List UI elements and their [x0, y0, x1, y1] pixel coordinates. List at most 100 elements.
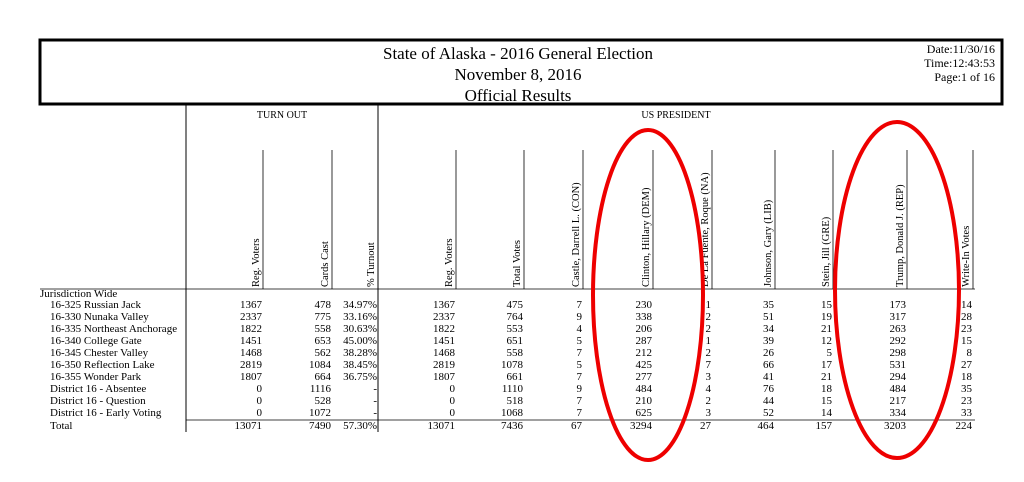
total-cell: 3294 [630, 420, 653, 432]
cell: 1367 [240, 299, 263, 311]
cell: 30.63% [343, 323, 377, 335]
cell: 263 [890, 323, 907, 335]
cell: - [373, 395, 377, 407]
cell: 3 [706, 371, 712, 383]
cell: 277 [636, 371, 653, 383]
cell: 1807 [433, 371, 456, 383]
total-cell: 3203 [884, 420, 907, 432]
cell: 1110 [502, 383, 524, 395]
cell: 27 [961, 359, 973, 371]
cell: 14 [961, 299, 973, 311]
cell: 2 [706, 311, 712, 323]
cell: 625 [636, 407, 653, 419]
column-header: Reg. Voters [251, 238, 262, 287]
column-header: Stein, Jill (GRE) [821, 216, 832, 287]
column-header: Johnson, Gary (LIB) [763, 199, 774, 287]
cell: 775 [315, 311, 332, 323]
cell: 15 [821, 299, 833, 311]
cell: 18 [961, 371, 973, 383]
cell: 18 [821, 383, 833, 395]
cell: 2 [706, 395, 712, 407]
cell: 531 [890, 359, 907, 371]
row-label: 16-340 College Gate [50, 335, 142, 347]
cell: 76 [763, 383, 775, 395]
cell: 553 [507, 323, 524, 335]
cell: 26 [763, 347, 775, 359]
cell: 3 [706, 407, 712, 419]
cell: 661 [507, 371, 524, 383]
cell: 1367 [433, 299, 456, 311]
cell: 41 [763, 371, 774, 383]
cell: 35 [961, 383, 973, 395]
cell: 1 [706, 299, 712, 311]
cell: 2337 [433, 311, 456, 323]
highlight-circle [833, 120, 961, 460]
time: Time:12:43:53 [924, 56, 995, 70]
cell: 0 [257, 407, 263, 419]
cell: 212 [636, 347, 653, 359]
cell: 764 [507, 311, 524, 323]
section-label: TURN OUT [257, 110, 307, 121]
total-cell: 7490 [309, 420, 332, 432]
cell: 15 [821, 395, 833, 407]
cell: 19 [821, 311, 833, 323]
total-cell: 464 [758, 420, 775, 432]
cell: 9 [577, 311, 583, 323]
cell: 338 [636, 311, 653, 323]
cell: 518 [507, 395, 524, 407]
column-header: % Turnout [366, 242, 377, 287]
cell: 34.97% [343, 299, 377, 311]
cell: 1084 [309, 359, 332, 371]
cell: 558 [507, 347, 524, 359]
row-label: 16-345 Chester Valley [50, 347, 149, 359]
cell: 1072 [309, 407, 331, 419]
cell: 52 [763, 407, 774, 419]
cell: 38.28% [343, 347, 377, 359]
page-number: Page:1 of 16 [934, 70, 995, 84]
cell: 21 [821, 371, 832, 383]
cell: 0 [450, 383, 456, 395]
title: November 8, 2016 [454, 65, 581, 84]
cell: 1451 [433, 335, 455, 347]
cell: 15 [961, 335, 973, 347]
total-cell: 27 [700, 420, 712, 432]
title: Official Results [465, 86, 572, 105]
cell: 1 [706, 335, 712, 347]
cell: 33 [961, 407, 973, 419]
cell: 34 [763, 323, 775, 335]
cell: 528 [315, 395, 332, 407]
cell: 38.45% [343, 359, 377, 371]
cell: 0 [257, 395, 263, 407]
cell: 664 [315, 371, 332, 383]
cell: 5 [827, 347, 833, 359]
column-header: Total Votes [512, 240, 523, 287]
cell: 0 [257, 383, 263, 395]
cell: 0 [450, 407, 456, 419]
total-cell: 13071 [235, 420, 263, 432]
column-header: Cards Cast [320, 241, 331, 287]
cell: 1822 [433, 323, 455, 335]
cell: 17 [821, 359, 833, 371]
cell: 475 [507, 299, 524, 311]
cell: 1078 [501, 359, 524, 371]
cell: 2337 [240, 311, 263, 323]
cell: 484 [890, 383, 907, 395]
cell: 21 [821, 323, 832, 335]
total-cell: 7436 [501, 420, 524, 432]
cell: 23 [961, 395, 973, 407]
cell: 0 [450, 395, 456, 407]
cell: 558 [315, 323, 332, 335]
total-label: Total [50, 420, 72, 432]
cell: 28 [961, 311, 973, 323]
row-label: 16-325 Russian Jack [50, 299, 142, 311]
cell: 1451 [240, 335, 262, 347]
cell: - [373, 383, 377, 395]
total-cell: 157 [816, 420, 833, 432]
header-box [38, 38, 1004, 106]
highlight-circle [591, 128, 705, 462]
cell: 651 [507, 335, 524, 347]
row-label: District 16 - Absentee [50, 383, 146, 395]
cell: 7 [577, 371, 583, 383]
cell: 484 [636, 383, 653, 395]
